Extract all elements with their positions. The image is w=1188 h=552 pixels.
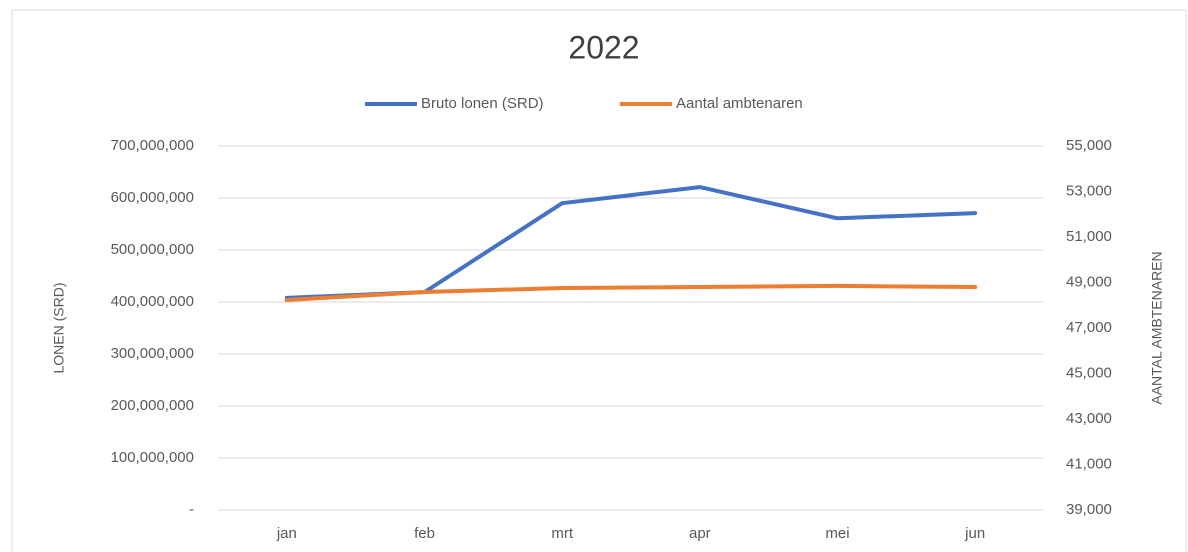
x-tick-label: mei (825, 525, 849, 542)
y2-tick-label: 49,000 (1066, 273, 1112, 290)
y-tick-label: 400,000,000 (111, 293, 194, 310)
y2-tick-label: 39,000 (1066, 501, 1112, 518)
x-tick-label: mrt (551, 525, 573, 542)
y-tick-label: 100,000,000 (111, 449, 194, 466)
x-tick-label: jan (276, 525, 297, 542)
y2-tick-label: 55,000 (1066, 137, 1112, 154)
y2-axis-label: AANTAL AMBTENAREN (1149, 251, 1165, 404)
y2-tick-label: 47,000 (1066, 319, 1112, 336)
y-tick-label: 500,000,000 (111, 241, 194, 258)
y2-tick-label: 45,000 (1066, 364, 1112, 381)
y2-tick-label: 43,000 (1066, 410, 1112, 427)
legend-label: Aantal ambtenaren (676, 95, 803, 112)
x-tick-label: jun (964, 525, 985, 542)
chart-border (11, 9, 1187, 552)
y-tick-label: 300,000,000 (111, 345, 194, 362)
y2-tick-label: 53,000 (1066, 182, 1112, 199)
series-line (284, 283, 978, 303)
y-tick-label: 600,000,000 (111, 189, 194, 206)
series-line (284, 185, 978, 300)
chart-title: 2022 (568, 29, 639, 65)
y2-tick-label: 51,000 (1066, 228, 1112, 245)
y2-tick-label: 41,000 (1066, 455, 1112, 472)
y-tick-label: - (189, 501, 194, 518)
x-tick-label: feb (414, 525, 435, 542)
y-tick-label: 200,000,000 (111, 397, 194, 414)
x-tick-label: apr (689, 525, 711, 542)
y-tick-label: 700,000,000 (111, 137, 194, 154)
legend-label: Bruto lonen (SRD) (421, 95, 544, 112)
y-axis-label: LONEN (SRD) (51, 282, 67, 373)
